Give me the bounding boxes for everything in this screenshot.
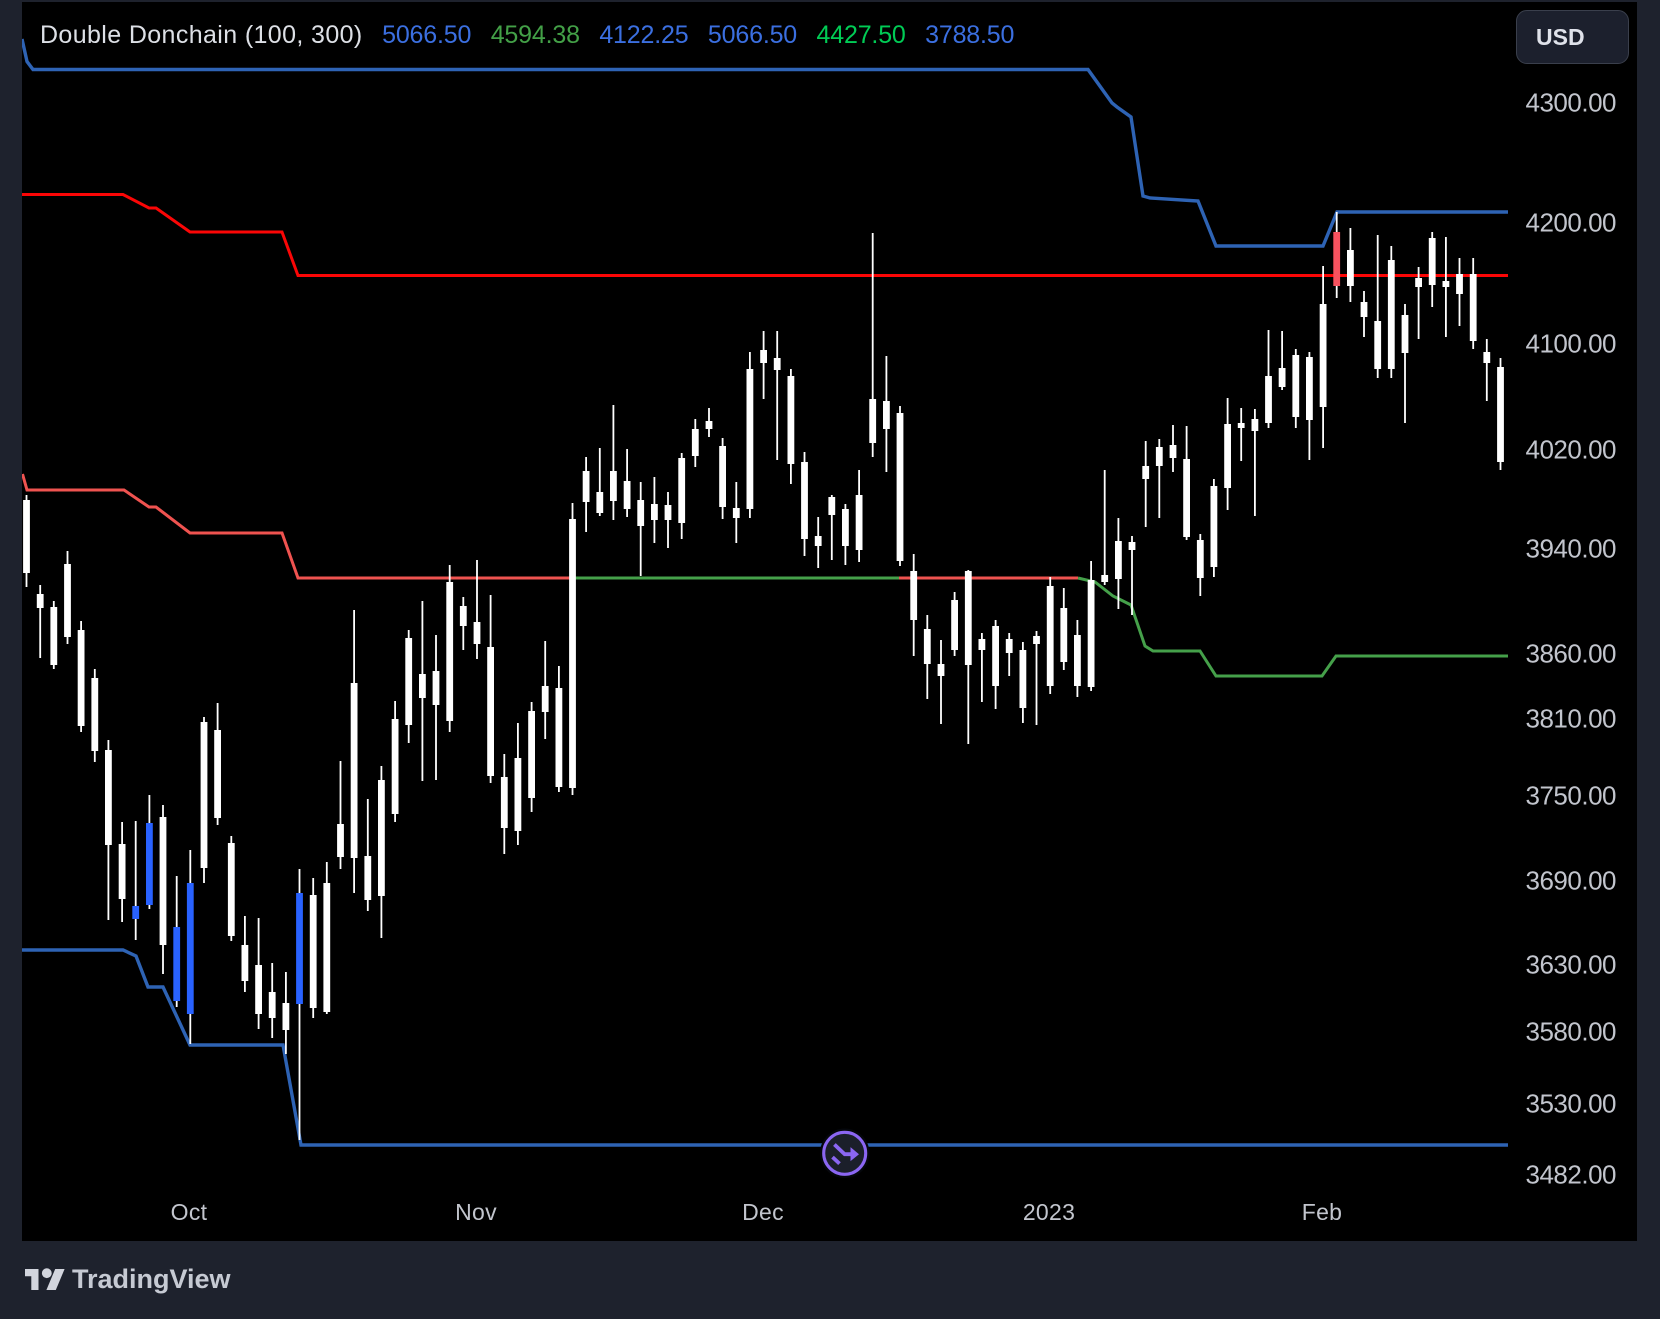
svg-text:4300.00: 4300.00 [1526,88,1617,118]
svg-text:4100.00: 4100.00 [1526,329,1617,359]
svg-text:3860.00: 3860.00 [1526,639,1617,669]
svg-text:2023: 2023 [1023,1199,1075,1225]
svg-text:3810.00: 3810.00 [1526,704,1617,734]
svg-text:4020.00: 4020.00 [1526,435,1617,465]
svg-text:3940.00: 3940.00 [1526,534,1617,564]
svg-text:Feb: Feb [1302,1199,1343,1225]
svg-text:Dec: Dec [742,1199,784,1225]
svg-text:3690.00: 3690.00 [1526,866,1617,896]
svg-text:3530.00: 3530.00 [1526,1089,1617,1119]
svg-text:4200.00: 4200.00 [1526,208,1617,238]
svg-text:3630.00: 3630.00 [1526,950,1617,980]
svg-text:Oct: Oct [171,1199,208,1225]
svg-text:Nov: Nov [455,1199,497,1225]
svg-text:3482.00: 3482.00 [1526,1160,1617,1190]
svg-text:3580.00: 3580.00 [1526,1017,1617,1047]
svg-text:3750.00: 3750.00 [1526,781,1617,811]
